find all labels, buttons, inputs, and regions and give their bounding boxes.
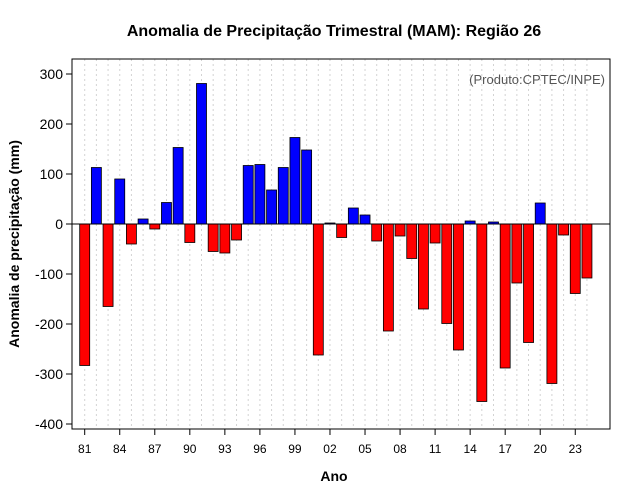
x-tick-label: 20	[534, 442, 548, 456]
bar-2012	[441, 223, 453, 324]
x-tick-label: 05	[358, 442, 372, 456]
bar-2008	[394, 223, 406, 237]
bar-1995	[242, 165, 254, 225]
x-axis-title: Ano	[320, 468, 347, 484]
chart-title: Anomalia de Precipitação Trimestral (MAM…	[127, 23, 541, 40]
bar-1982	[90, 167, 102, 225]
x-tick-label: 99	[288, 442, 302, 456]
bar-1984	[114, 178, 126, 225]
bar-2000	[301, 149, 313, 225]
y-tick-label: 100	[40, 166, 64, 182]
x-tick-label: 02	[323, 442, 337, 456]
x-tick-label: 90	[183, 442, 197, 456]
bar-1988	[161, 202, 172, 225]
bar-2009	[406, 223, 418, 259]
x-tick-label: 14	[463, 442, 477, 456]
y-tick-label: 0	[55, 216, 63, 232]
bar-1992	[207, 223, 219, 252]
bar-2003	[336, 223, 348, 238]
x-tick-label: 23	[569, 442, 583, 456]
bar-2015	[476, 223, 488, 402]
bar-1986	[137, 218, 149, 225]
bar-2022	[558, 223, 569, 236]
bar-2017	[499, 223, 511, 369]
y-tick-label: 200	[40, 116, 64, 132]
bar-2011	[429, 223, 441, 244]
x-tick-label: 84	[113, 442, 127, 456]
y-tick-label: -300	[35, 366, 63, 382]
x-tick-label: 96	[253, 442, 267, 456]
plot-frame	[71, 58, 611, 430]
bar-2005	[359, 214, 371, 225]
bar-1998	[277, 167, 289, 225]
bar-2024	[581, 223, 593, 279]
bar-1983	[102, 223, 114, 307]
x-tick-label: 11	[429, 442, 442, 456]
x-axis: 81 84 87 90 93 96 99 02 05 08 11 14 17 20 23	[78, 429, 582, 456]
bar-1997	[266, 189, 277, 225]
bar-2018	[511, 223, 523, 284]
bar-1989	[172, 147, 184, 225]
x-tick-label: 93	[218, 442, 232, 456]
bar-1996	[254, 164, 266, 225]
bar-2006	[371, 223, 383, 242]
bar-1981	[79, 223, 91, 366]
y-tick-label: -100	[35, 266, 63, 282]
bar-1999	[289, 137, 301, 225]
bar-2007	[382, 223, 394, 332]
bar-2013	[453, 223, 464, 351]
bar-1985	[126, 223, 137, 245]
bar-2001	[312, 223, 324, 356]
x-tick-label: 87	[148, 442, 162, 456]
bar-1991	[196, 83, 207, 225]
bar-1994	[231, 223, 242, 241]
bar-1993	[219, 223, 231, 254]
bar-2004	[347, 207, 359, 225]
bar-2021	[546, 223, 558, 384]
x-tick-label: 08	[393, 442, 407, 456]
x-tick-label: 81	[78, 442, 92, 456]
bar-1990	[184, 223, 196, 243]
credit-label: (Produto:CPTEC/INPE)	[469, 72, 605, 87]
bars	[79, 83, 593, 402]
bar-2023	[569, 223, 581, 294]
bar-2020	[534, 202, 546, 225]
y-axis: -400 -300 -200 -100 0 100 200 300	[35, 66, 72, 432]
y-axis-title: Anomalia de precipitação (mm)	[6, 140, 22, 348]
bar-1987	[149, 223, 161, 230]
bar-2019	[523, 223, 534, 343]
bar-2010	[418, 223, 429, 310]
y-tick-label: -200	[35, 316, 63, 332]
x-tick-label: 17	[499, 442, 513, 456]
y-tick-label: -400	[35, 416, 63, 432]
y-tick-label: 300	[40, 66, 64, 82]
